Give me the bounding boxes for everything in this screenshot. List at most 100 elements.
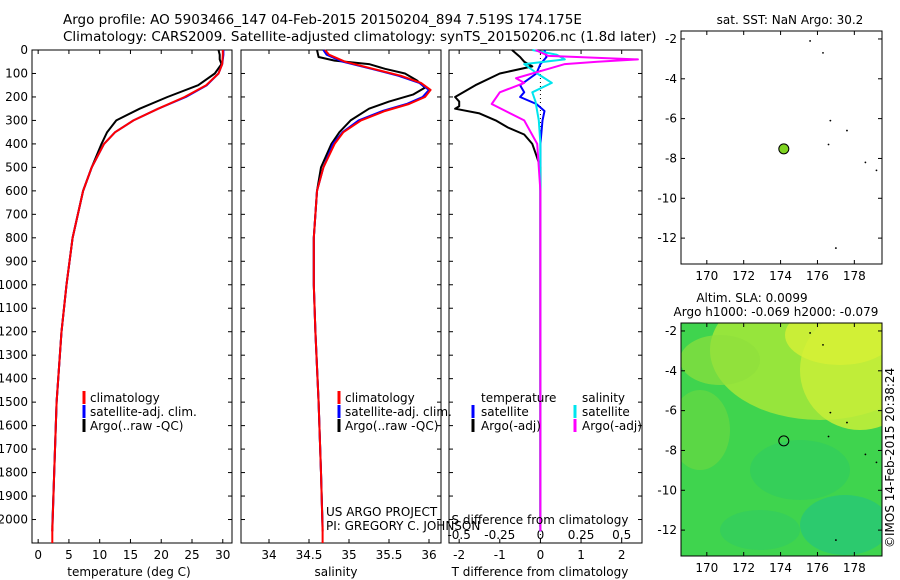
x-tick-label: 1 bbox=[577, 548, 585, 562]
depth-tick-label: 800 bbox=[5, 231, 28, 245]
map-x-tick-label: 178 bbox=[843, 561, 866, 575]
series-line-climatology bbox=[51, 50, 224, 532]
map-y-tick-label: -10 bbox=[657, 483, 677, 497]
map-x-tick-label: 176 bbox=[806, 269, 829, 283]
island-speck bbox=[822, 344, 824, 346]
series-line-t-argo-adj- bbox=[454, 49, 542, 527]
legend-label-s-satellite: satellite bbox=[582, 405, 630, 419]
sla-heatmap bbox=[681, 323, 882, 556]
series-line-s-argo-adj- bbox=[490, 49, 639, 532]
x2-tick-label: 0.25 bbox=[568, 528, 595, 542]
x-tick-label: 36 bbox=[421, 548, 436, 562]
legend-label-satellite: satellite-adj. clim. bbox=[90, 405, 197, 419]
series-line-climatology bbox=[312, 49, 432, 532]
island-speck bbox=[875, 461, 878, 464]
x-tick-label: 10 bbox=[92, 548, 107, 562]
map-y-tick-label: -10 bbox=[657, 191, 677, 205]
island-speck bbox=[834, 539, 837, 541]
map-y-tick-label: -6 bbox=[665, 112, 677, 126]
depth-tick-label: 1000 bbox=[0, 278, 28, 292]
legend-label-argo: Argo(..raw -QC) bbox=[345, 419, 438, 433]
x-tick-label: 15 bbox=[123, 548, 138, 562]
t-difference-axis-label: T difference from climatology bbox=[451, 565, 629, 579]
x-tick-label: 20 bbox=[154, 548, 169, 562]
imos-credit: ©IMOS 14-Feb-2015 20:38:24 bbox=[883, 368, 897, 548]
series-line-argo-raw-qc- bbox=[312, 49, 426, 527]
depth-tick-label: 1300 bbox=[0, 348, 28, 362]
depth-tick-label: 400 bbox=[5, 137, 28, 151]
island-speck bbox=[829, 119, 832, 122]
float-position-marker bbox=[778, 435, 790, 447]
legend-header-temperature: temperature bbox=[481, 391, 556, 405]
map-y-tick-label: -6 bbox=[665, 404, 677, 418]
salinity-legend: climatology satellite-adj. clim. Argo(..… bbox=[337, 391, 452, 433]
x-tick-label: 0 bbox=[537, 548, 545, 562]
depth-tick-label: 300 bbox=[5, 113, 28, 127]
map-x-tick-label: 174 bbox=[769, 561, 792, 575]
legend-label-satellite: satellite-adj. clim. bbox=[345, 405, 452, 419]
map-y-tick-label: -2 bbox=[665, 32, 677, 46]
island-speck bbox=[827, 435, 830, 438]
argo-height-title: Argo h1000: -0.069 h2000: -0.079 bbox=[674, 305, 879, 319]
depth-tick-label: 1800 bbox=[0, 466, 28, 480]
depth-tick-label: 200 bbox=[5, 90, 28, 104]
x-tick-label: 30 bbox=[215, 548, 230, 562]
map-x-tick-label: 176 bbox=[806, 561, 829, 575]
depth-tick-label: 500 bbox=[5, 160, 28, 174]
depth-tick-label: 1200 bbox=[0, 325, 28, 339]
x-tick-label: 2 bbox=[618, 548, 626, 562]
x-tick-label: 34 bbox=[261, 548, 276, 562]
series-line-argo-raw-qc- bbox=[51, 49, 223, 527]
depth-tick-label: 1400 bbox=[0, 372, 28, 386]
project-label: US ARGO PROJECT bbox=[326, 505, 438, 519]
x-tick-label: 25 bbox=[184, 548, 199, 562]
temperature-legend: climatology satellite-adj. clim. Argo(..… bbox=[82, 391, 197, 433]
x-tick-label: 34.5 bbox=[296, 548, 323, 562]
map-y-tick-label: -4 bbox=[665, 72, 677, 86]
salinity-axis-label: salinity bbox=[314, 565, 357, 579]
x2-tick-label: -0.5 bbox=[447, 528, 470, 542]
x2-tick-label: 0.5 bbox=[612, 528, 631, 542]
temperature-axis-label: temperature (deg C) bbox=[67, 565, 190, 579]
map-x-tick-label: 172 bbox=[732, 269, 755, 283]
x-tick-label: -2 bbox=[453, 548, 465, 562]
x-tick-label: 5 bbox=[65, 548, 73, 562]
island-speck bbox=[864, 453, 867, 456]
temperature-panel-frame bbox=[31, 49, 233, 544]
pi-label: PI: GREGORY C. JOHNSON bbox=[326, 519, 480, 533]
island-speck bbox=[809, 332, 811, 334]
depth-tick-label: 2000 bbox=[0, 513, 28, 527]
depth-tick-label: 900 bbox=[5, 254, 28, 268]
float-position-marker bbox=[778, 143, 790, 155]
map-x-tick-label: 174 bbox=[769, 269, 792, 283]
map-y-tick-label: -12 bbox=[657, 523, 677, 537]
difference-legend: temperature salinity satellite Argo(-adj… bbox=[471, 391, 642, 433]
sla-map-title: Altim. SLA: 0.0099 bbox=[696, 291, 807, 305]
x-tick-label: 35.5 bbox=[376, 548, 403, 562]
series-line-s-satellite bbox=[523, 49, 566, 532]
salinity-panel-frame bbox=[240, 49, 442, 544]
legend-header-salinity: salinity bbox=[582, 391, 625, 405]
island-speck bbox=[822, 52, 824, 54]
sst-map-title: sat. SST: NaN Argo: 30.2 bbox=[717, 13, 864, 27]
legend-label-argo: Argo(..raw -QC) bbox=[90, 419, 183, 433]
legend-label-t-argo: Argo(-adj) bbox=[481, 419, 541, 433]
s-difference-axis-label: S difference from climatology bbox=[452, 513, 629, 527]
legend-label-t-satellite: satellite bbox=[481, 405, 529, 419]
depth-tick-label: 1700 bbox=[0, 442, 28, 456]
island-speck bbox=[846, 129, 848, 132]
depth-tick-label: 0 bbox=[20, 43, 28, 57]
depth-tick-label: 700 bbox=[5, 207, 28, 221]
sst-map-frame bbox=[680, 30, 883, 265]
island-speck bbox=[834, 247, 837, 249]
island-speck bbox=[846, 421, 848, 424]
island-speck bbox=[827, 143, 830, 146]
map-y-tick-label: -12 bbox=[657, 231, 677, 245]
figure-title-line2: Climatology: CARS2009. Satellite-adjuste… bbox=[63, 29, 657, 45]
island-speck bbox=[864, 161, 867, 164]
difference-panel-frame bbox=[448, 49, 643, 544]
map-x-tick-label: 170 bbox=[695, 269, 718, 283]
x-tick-label: 0 bbox=[34, 548, 42, 562]
legend-label-s-argo: Argo(-adj) bbox=[582, 419, 642, 433]
